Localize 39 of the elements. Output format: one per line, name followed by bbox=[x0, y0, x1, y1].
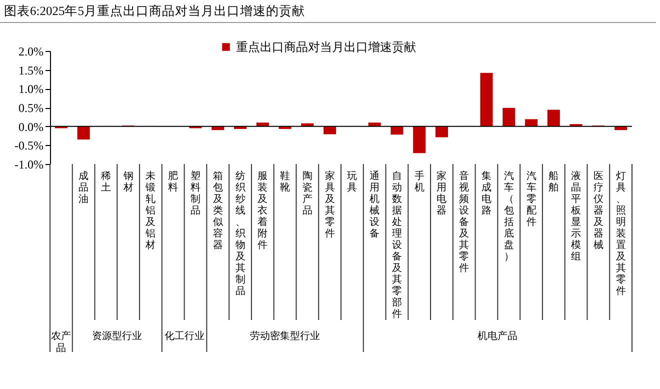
x-tick-label: 集成电路 bbox=[482, 170, 492, 216]
y-tick-label: 2.0% bbox=[18, 44, 44, 58]
category-label: 自动数据处理设备及其零部件 bbox=[392, 171, 402, 320]
x-tick-label: 钢材 bbox=[122, 171, 134, 194]
x-tick-label: 未锻轧铝及铝材 bbox=[144, 170, 156, 251]
x-tick-label: 家用电器 bbox=[436, 170, 447, 216]
x-tick-label: 医疗仪器及器械 bbox=[593, 171, 604, 251]
text: 资源型行业 bbox=[92, 330, 142, 342]
text: 机电产品 bbox=[478, 330, 518, 342]
legend-label: 重点出口商品对当月出口增速贡献 bbox=[236, 40, 416, 54]
y-tick-label: 1.5% bbox=[18, 63, 44, 78]
x-tick-label: 成品油 bbox=[78, 170, 89, 205]
text: 劳动密集型行业 bbox=[250, 330, 320, 342]
x-tick-label: 船舶 bbox=[548, 171, 559, 194]
chart-title: 图表6:2025年5月重点出口商品对当月出口增速的贡献 bbox=[0, 0, 656, 23]
text: 农产品 bbox=[51, 330, 72, 354]
x-tick-label: 陶瓷产品 bbox=[302, 170, 312, 216]
x-tick-label: 汽车零配件 bbox=[526, 170, 536, 228]
y-tick-label: -1.0% bbox=[14, 158, 44, 172]
x-tick-label: 汽车（包括底盘） bbox=[504, 170, 514, 262]
category-label: 纺织纱线、织物及其制品 bbox=[235, 171, 246, 297]
x-tick-label: 箱包及类似容器 bbox=[212, 171, 223, 251]
x-tick-label: 稀土 bbox=[100, 170, 111, 194]
category-label: 灯具、照明装置及其零件 bbox=[616, 171, 626, 297]
x-tick-label: 手机 bbox=[414, 170, 424, 194]
x-tick-label: 液晶平板显示模组 bbox=[570, 170, 582, 262]
x-tick-label: 家具及其零件 bbox=[324, 170, 335, 240]
x-tick-label: 肥料 bbox=[168, 171, 178, 194]
y-tick-label: 1.0% bbox=[18, 82, 44, 96]
category-label: 音视频设备及其零件 bbox=[459, 171, 470, 274]
x-tick-label: 通用机械设备 bbox=[370, 170, 380, 240]
x-tick-label: 塑料制品 bbox=[190, 170, 200, 216]
text: 化工行业 bbox=[164, 330, 204, 342]
x-tick-label: 服装及衣着附件 bbox=[258, 171, 268, 251]
y-tick-label: 0.0% bbox=[18, 120, 44, 134]
y-tick-label: 0.5% bbox=[18, 101, 44, 115]
x-tick-label: 鞋靴 bbox=[280, 170, 290, 194]
x-tick-label: 玩具 bbox=[347, 171, 358, 194]
y-tick-label: -0.5% bbox=[14, 138, 44, 153]
